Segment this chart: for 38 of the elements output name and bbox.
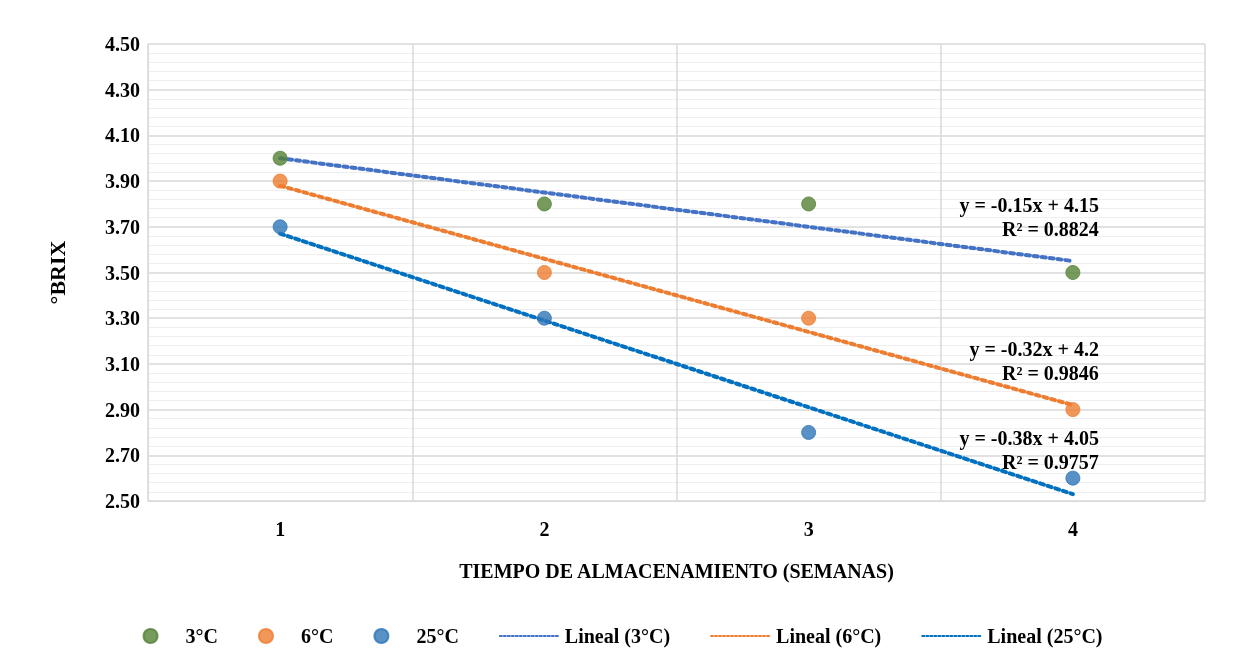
y-tick-label: 2.70 [105,444,140,467]
legend-label: Lineal (3°C) [564,625,671,648]
y-axis-title: °BRIX [44,240,70,305]
x-tick-label: 3 [803,518,814,540]
point [272,173,288,189]
legend-label: Lineal (25°C) [987,625,1103,648]
legend-label: 25°C [416,625,459,647]
point [536,265,552,280]
x-tick-label: 1 [275,518,286,540]
y-tick-label: 4.30 [105,78,140,101]
point [1065,402,1081,418]
point [1065,470,1081,486]
point [272,219,288,235]
x-tick-label: 4 [1067,518,1078,540]
point [1065,265,1081,280]
y-tick-label: 3.50 [105,261,140,284]
y-tick-label: 3.90 [105,170,140,193]
point [536,196,552,212]
point [272,150,288,166]
x-tick-label: 2 [539,518,550,540]
y-tick-label: 3.10 [105,352,140,375]
y-tick-label: 4.10 [105,124,140,147]
point [801,424,817,440]
point [801,310,817,326]
legend-label: 6°C [300,625,334,647]
annotation: y = -0.38x + 4.05 R² = 0.9757 [959,427,1099,474]
annotation: y = -0.32x + 4.2 R² = 0.9846 [969,338,1099,385]
y-tick-label: 2.50 [105,490,140,512]
x-axis-title: TIEMPO DE ALMACENAMIENTO (SEMANAS) [459,560,894,583]
annotation: y = -0.15x + 4.15 R² = 0.8824 [959,194,1099,241]
legend-label: Lineal (6°C) [776,625,882,648]
point [801,196,817,212]
y-tick-label: 2.90 [105,398,140,421]
y-tick-label: 3.70 [105,215,140,238]
point [536,310,552,326]
y-tick-label: 4.50 [105,33,140,55]
legend-label: 3°C [185,625,218,647]
y-tick-label: 3.30 [105,307,140,330]
